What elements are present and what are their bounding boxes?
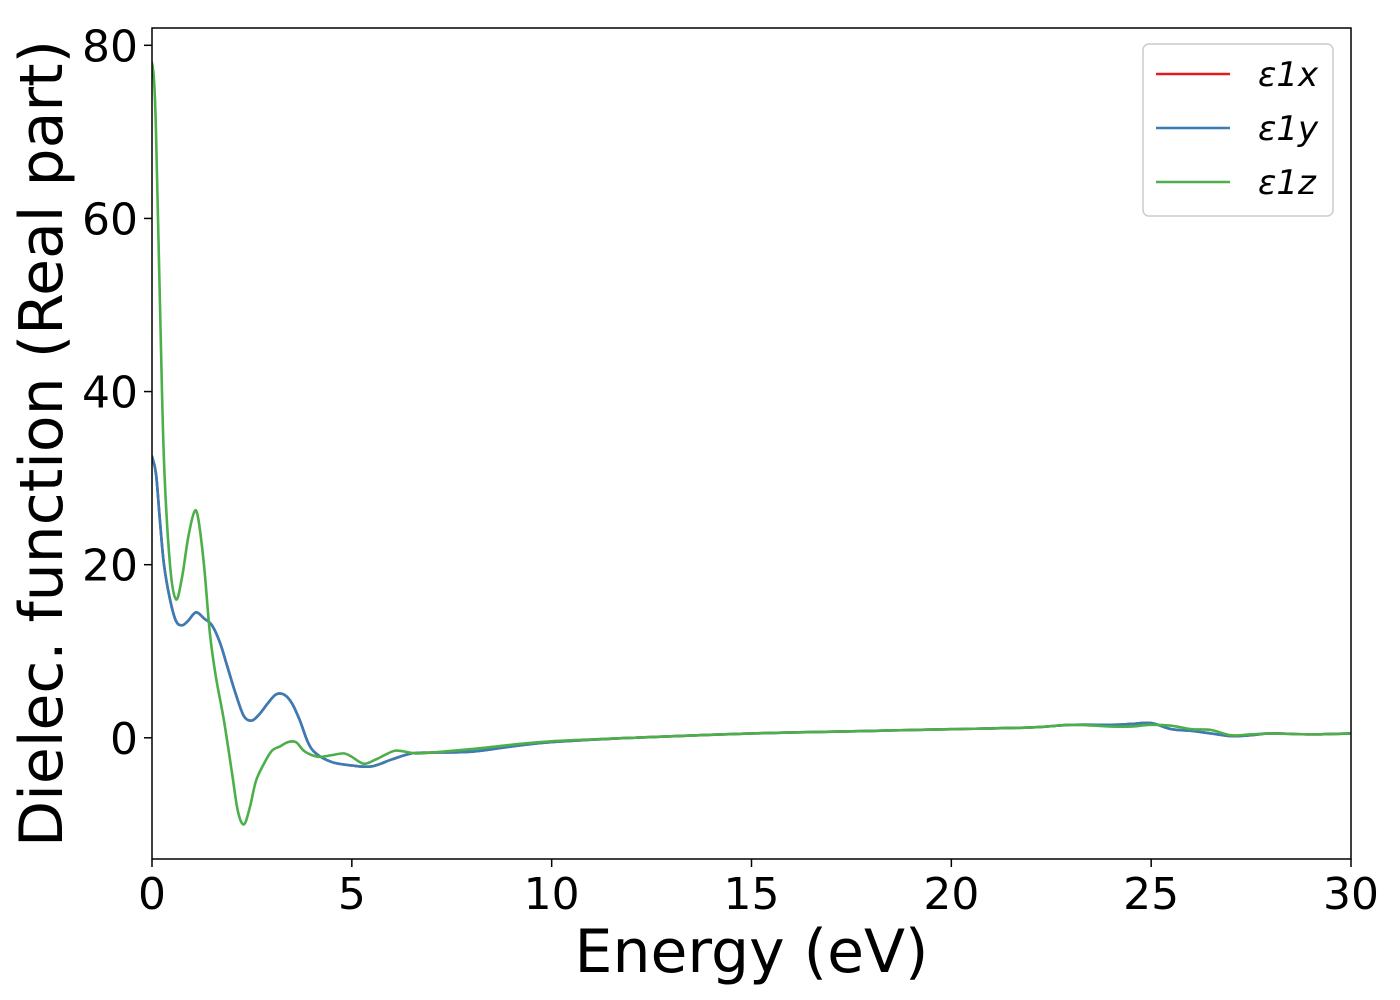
y-tick-label: 20 <box>82 541 138 592</box>
series-line-1 <box>152 455 1351 769</box>
y-tick-label: 40 <box>82 368 138 419</box>
x-tick-label: 0 <box>138 869 166 920</box>
y-tick-label: 0 <box>110 714 138 765</box>
series-layer <box>152 61 1351 826</box>
x-tick-label: 15 <box>724 869 780 920</box>
legend-box <box>1142 43 1334 217</box>
legend: ε1x ε1y ε1z <box>1142 43 1334 217</box>
x-axis-label: Energy (eV) <box>575 917 929 987</box>
series-line-2 <box>152 455 1351 769</box>
y-axis-ticks: 0 20 40 60 80 <box>82 21 152 765</box>
x-tick-label: 25 <box>1123 869 1179 920</box>
y-axis-label: Dielec. function (Real part) <box>7 40 77 847</box>
series-line-3 <box>152 61 1351 826</box>
x-tick-label: 5 <box>338 869 366 920</box>
y-tick-label: 80 <box>82 21 138 72</box>
legend-entry-label: ε1z <box>1258 163 1317 203</box>
y-tick-label: 60 <box>82 194 138 245</box>
legend-entry-label: ε1y <box>1258 109 1319 149</box>
x-tick-label: 30 <box>1323 869 1379 920</box>
x-tick-label: 20 <box>923 869 979 920</box>
legend-entry-label: ε1x <box>1258 55 1319 95</box>
x-tick-label: 10 <box>524 869 580 920</box>
x-axis-ticks: 0 5 10 15 20 25 30 <box>138 859 1379 920</box>
